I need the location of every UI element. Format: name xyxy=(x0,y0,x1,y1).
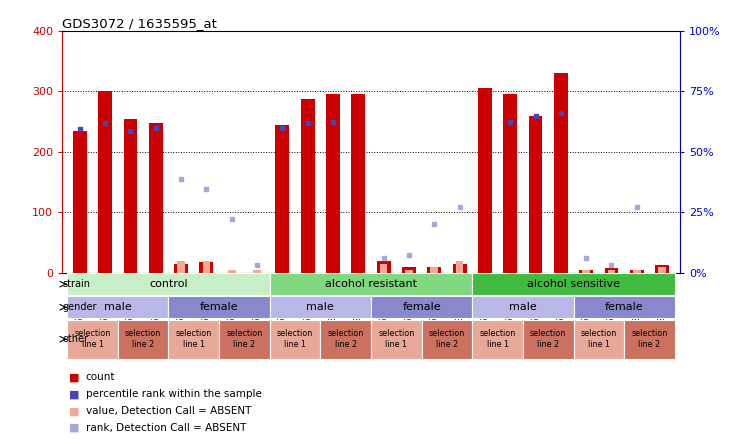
Bar xyxy=(320,320,371,359)
Text: selection
line 2: selection line 2 xyxy=(125,329,162,349)
Bar xyxy=(579,270,593,273)
Bar xyxy=(67,296,168,318)
Text: selection
line 2: selection line 2 xyxy=(327,329,364,349)
Bar xyxy=(605,268,618,273)
Bar xyxy=(200,262,213,273)
Text: GDS3072 / 1635595_at: GDS3072 / 1635595_at xyxy=(62,17,217,30)
Text: count: count xyxy=(86,373,115,382)
Bar xyxy=(174,264,188,273)
Bar xyxy=(168,320,219,359)
Text: selection
line 1: selection line 1 xyxy=(580,329,617,349)
Text: ■: ■ xyxy=(69,389,80,399)
Text: selection
line 2: selection line 2 xyxy=(530,329,567,349)
Bar xyxy=(73,131,87,273)
Bar xyxy=(428,266,442,273)
Bar xyxy=(371,296,472,318)
Bar xyxy=(124,119,137,273)
Bar xyxy=(405,270,413,273)
Bar xyxy=(630,270,644,273)
Bar xyxy=(554,73,568,273)
Bar xyxy=(380,264,387,273)
Text: female: female xyxy=(402,302,441,312)
Bar xyxy=(659,266,666,273)
Text: other: other xyxy=(63,334,88,344)
Bar xyxy=(478,88,492,273)
Text: selection
line 1: selection line 1 xyxy=(277,329,313,349)
Bar xyxy=(178,261,185,273)
Bar xyxy=(300,99,314,273)
Bar xyxy=(270,320,320,359)
Bar xyxy=(472,296,574,318)
Text: male: male xyxy=(104,302,132,312)
Bar xyxy=(168,296,270,318)
Bar xyxy=(503,95,517,273)
Bar xyxy=(270,273,472,295)
Bar xyxy=(253,270,261,273)
Text: ■: ■ xyxy=(69,423,80,433)
Bar xyxy=(402,266,416,273)
Bar xyxy=(118,320,168,359)
Bar xyxy=(149,123,163,273)
Bar xyxy=(276,125,289,273)
Text: selection
line 2: selection line 2 xyxy=(632,329,667,349)
Bar xyxy=(422,320,472,359)
Bar xyxy=(98,91,112,273)
Bar xyxy=(574,296,675,318)
Bar xyxy=(633,270,640,273)
Bar xyxy=(583,270,590,273)
Text: value, Detection Call = ABSENT: value, Detection Call = ABSENT xyxy=(86,406,251,416)
Text: female: female xyxy=(605,302,643,312)
Text: selection
line 1: selection line 1 xyxy=(175,329,212,349)
Bar xyxy=(326,95,340,273)
Bar xyxy=(228,270,235,273)
Bar xyxy=(472,273,675,295)
Bar xyxy=(523,320,574,359)
Text: rank, Detection Call = ABSENT: rank, Detection Call = ABSENT xyxy=(86,423,246,433)
Text: alcohol sensitive: alcohol sensitive xyxy=(527,279,620,289)
Text: ■: ■ xyxy=(69,406,80,416)
Bar xyxy=(202,261,211,273)
Bar xyxy=(624,320,675,359)
Bar xyxy=(270,296,371,318)
Text: ■: ■ xyxy=(69,373,80,382)
Bar xyxy=(472,320,523,359)
Bar xyxy=(67,273,270,295)
Bar xyxy=(529,115,542,273)
Bar xyxy=(376,261,390,273)
Text: selection
line 2: selection line 2 xyxy=(429,329,465,349)
Text: percentile rank within the sample: percentile rank within the sample xyxy=(86,389,262,399)
Bar xyxy=(219,320,270,359)
Bar xyxy=(607,270,616,273)
Text: female: female xyxy=(200,302,238,312)
Bar xyxy=(455,261,463,273)
Text: control: control xyxy=(149,279,188,289)
Text: male: male xyxy=(306,302,334,312)
Text: gender: gender xyxy=(63,302,97,312)
Bar xyxy=(574,320,624,359)
Text: male: male xyxy=(509,302,537,312)
Text: selection
line 2: selection line 2 xyxy=(227,329,262,349)
Text: selection
line 1: selection line 1 xyxy=(480,329,515,349)
Bar xyxy=(655,266,669,273)
Text: strain: strain xyxy=(63,279,91,289)
Text: alcohol resistant: alcohol resistant xyxy=(325,279,417,289)
Bar xyxy=(371,320,422,359)
Text: selection
line 1: selection line 1 xyxy=(75,329,110,349)
Text: selection
line 1: selection line 1 xyxy=(378,329,414,349)
Bar xyxy=(67,320,118,359)
Bar xyxy=(352,95,366,273)
Bar xyxy=(431,266,438,273)
Bar xyxy=(452,264,466,273)
